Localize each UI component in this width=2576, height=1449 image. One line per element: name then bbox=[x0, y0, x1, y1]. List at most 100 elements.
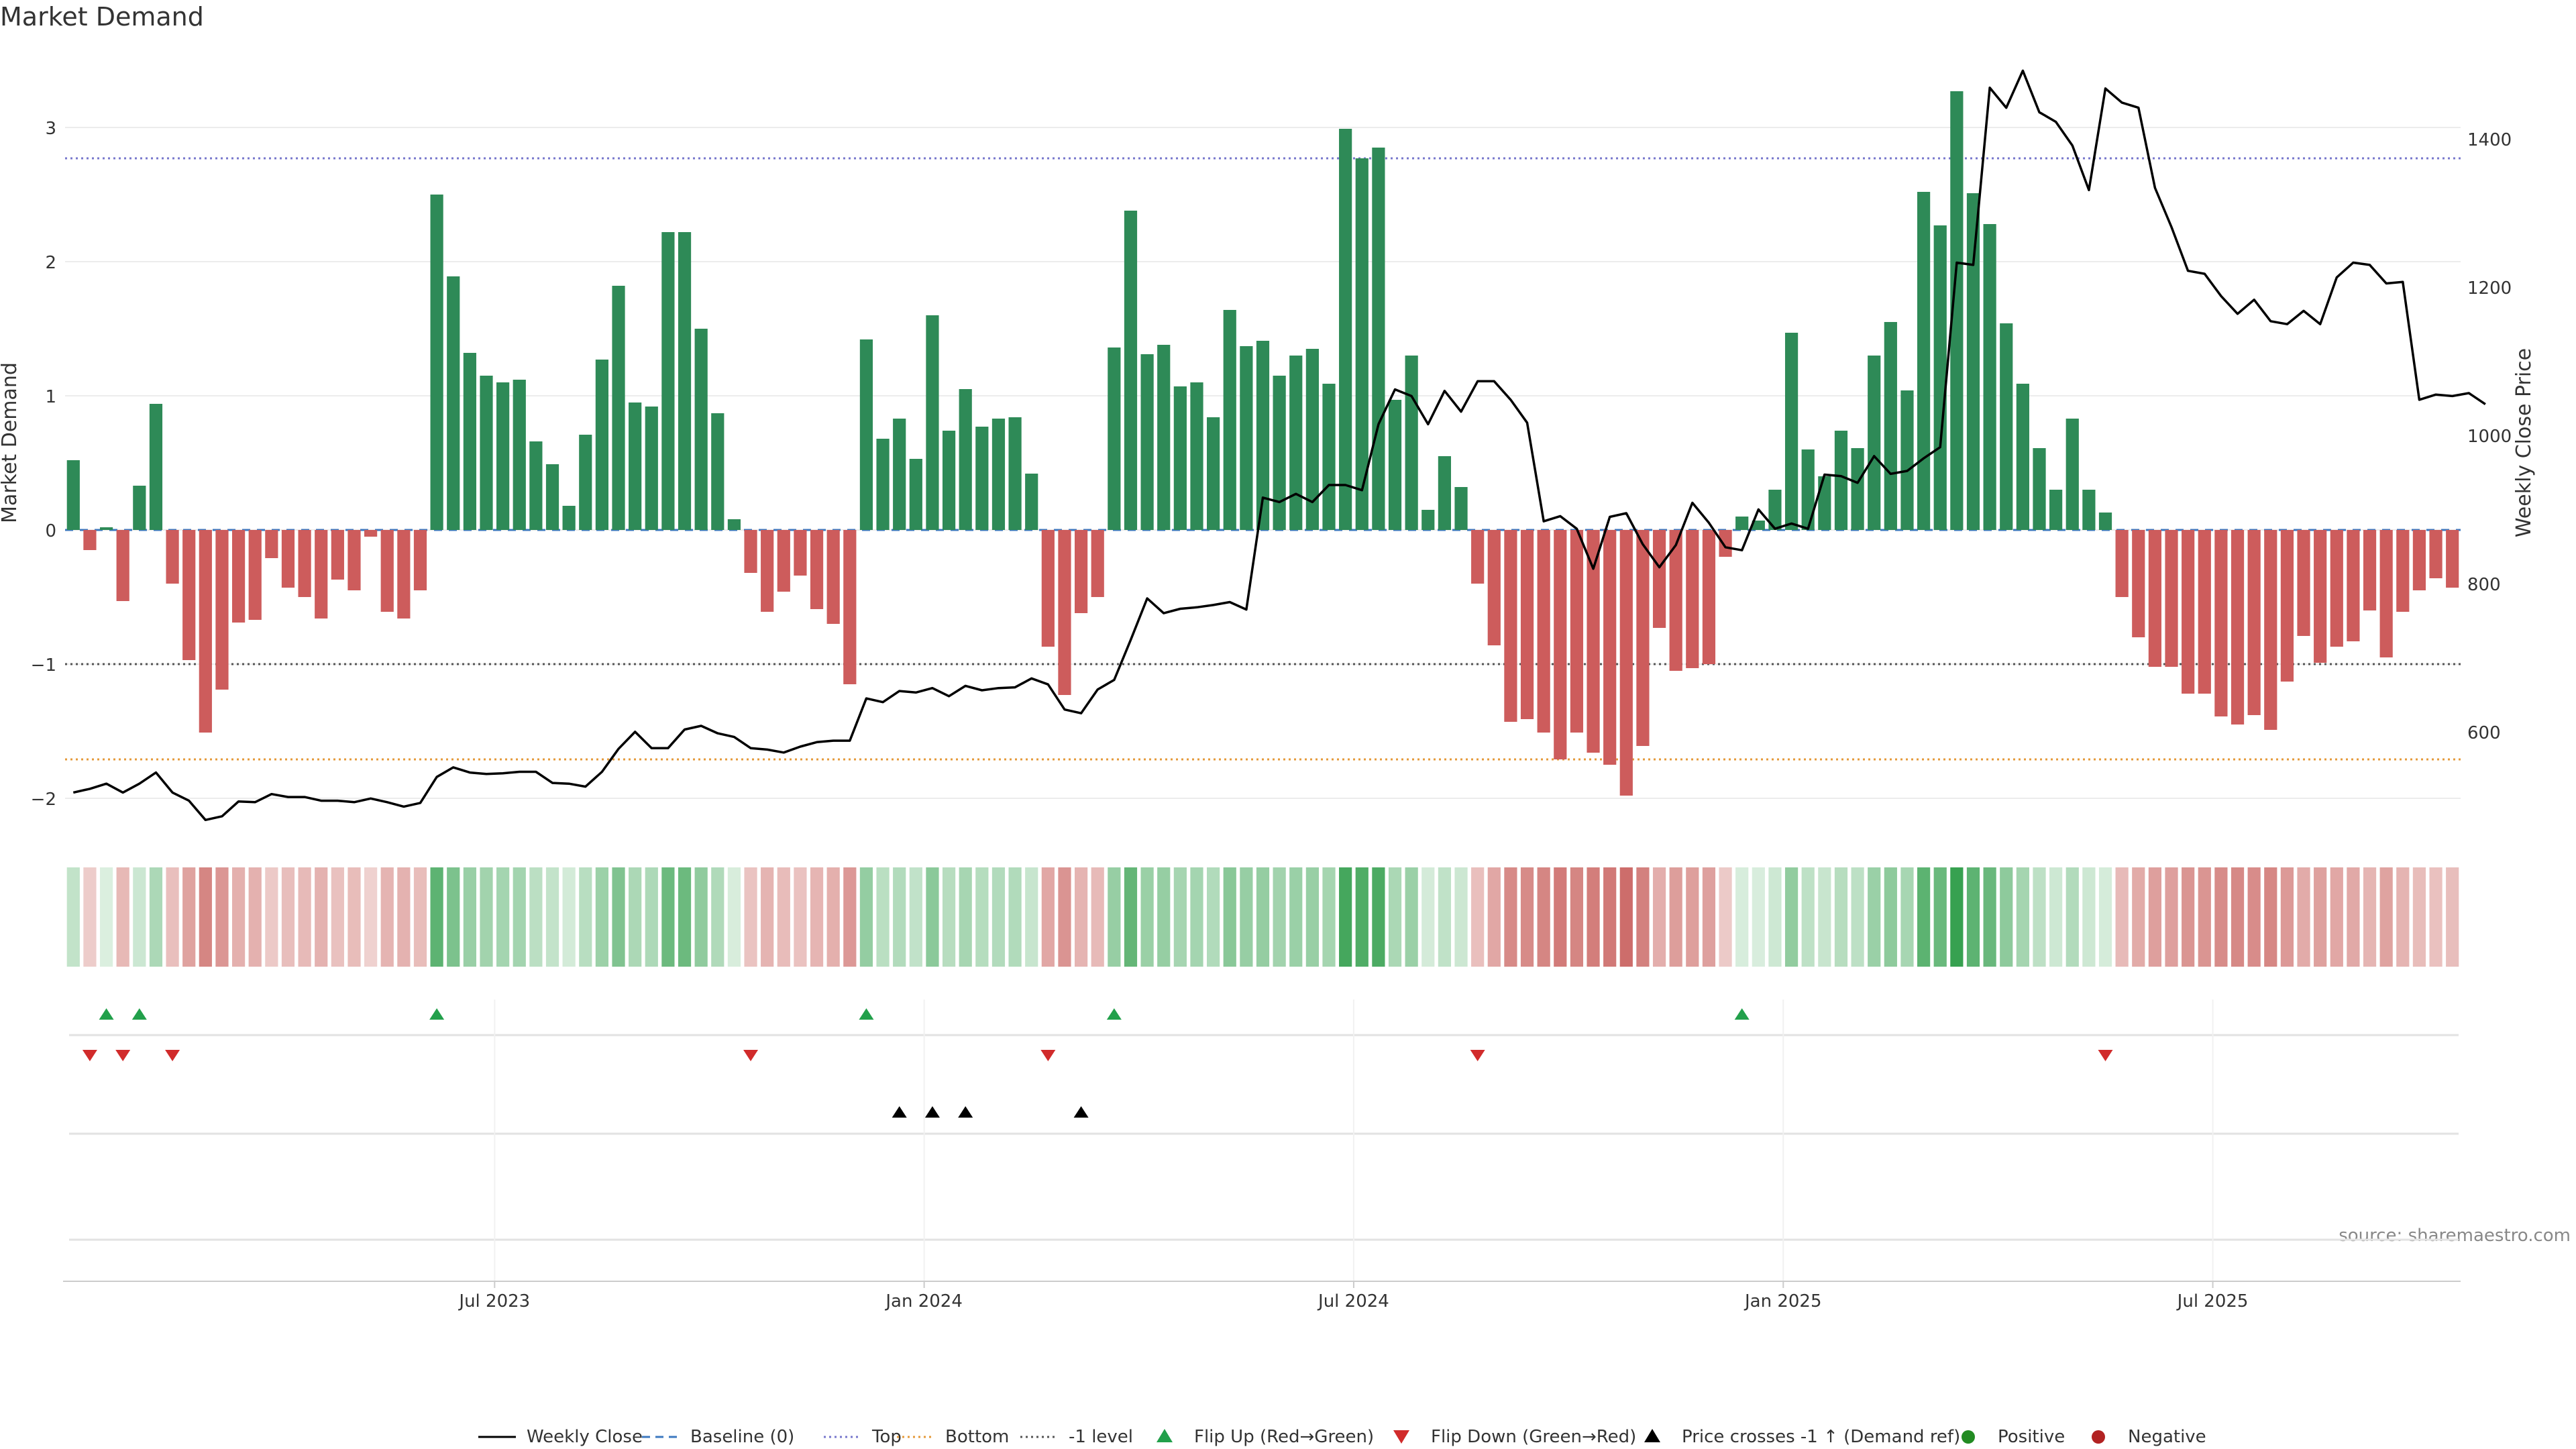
demand-bar bbox=[1372, 148, 1385, 530]
heat-cell bbox=[1388, 867, 1402, 967]
heat-cell bbox=[1074, 867, 1088, 967]
heat-cell bbox=[364, 867, 378, 967]
demand-bar bbox=[810, 530, 824, 609]
legend-label: Flip Up (Red→Green) bbox=[1194, 1427, 1374, 1447]
demand-bar bbox=[248, 530, 262, 620]
x-tick-label: Jan 2024 bbox=[884, 1291, 963, 1311]
demand-bar bbox=[1058, 530, 1071, 695]
heat-cell bbox=[2065, 867, 2079, 967]
demand-bar bbox=[794, 530, 807, 576]
demand-bar bbox=[1851, 448, 1864, 530]
demand-bar bbox=[2214, 530, 2228, 716]
heat-cell bbox=[1834, 867, 1848, 967]
heat-cell bbox=[199, 867, 212, 967]
demand-bar bbox=[545, 464, 559, 530]
heat-cell bbox=[1950, 867, 1964, 967]
heat-cell bbox=[1190, 867, 1203, 967]
heat-cell bbox=[1768, 867, 1782, 967]
demand-bar bbox=[2033, 448, 2046, 530]
demand-bar bbox=[231, 530, 246, 623]
heat-cell bbox=[413, 867, 427, 967]
signal-marker bbox=[1470, 1050, 1485, 1061]
heat-cell bbox=[2297, 867, 2310, 967]
demand-bar bbox=[1471, 530, 1485, 584]
weekly-close-line bbox=[72, 69, 2486, 822]
demand-bar bbox=[612, 286, 625, 530]
demand-bar bbox=[413, 530, 427, 590]
heat-cell bbox=[248, 867, 262, 967]
demand-bar bbox=[562, 506, 576, 530]
demand-bar bbox=[1537, 530, 1550, 733]
demand-bar bbox=[1438, 456, 1452, 530]
x-tick-label: Jul 2025 bbox=[2176, 1291, 2249, 1311]
demand-bar bbox=[1388, 400, 1402, 530]
demand-bar bbox=[347, 530, 361, 590]
heat-cell bbox=[1669, 867, 1682, 967]
demand-bar bbox=[2347, 530, 2360, 641]
heat-cell bbox=[315, 867, 328, 967]
heat-cell bbox=[2429, 867, 2443, 967]
heat-cell bbox=[265, 867, 278, 967]
demand-bar bbox=[2396, 530, 2410, 612]
heat-cell bbox=[1587, 867, 1600, 967]
legend-label: Weekly Close bbox=[527, 1427, 643, 1447]
legend-label: Price crosses -1 ↑ (Demand ref) bbox=[1682, 1427, 1960, 1447]
heat-cell bbox=[1752, 867, 1765, 967]
demand-bar bbox=[529, 441, 543, 530]
demand-bar bbox=[1008, 417, 1022, 530]
heat-cell bbox=[942, 867, 956, 967]
demand-bar bbox=[1768, 490, 1782, 530]
demand-bar bbox=[182, 530, 196, 660]
heat-cell bbox=[215, 867, 229, 967]
demand-bar bbox=[1173, 386, 1187, 530]
heat-cell bbox=[909, 867, 922, 967]
demand-bar bbox=[1256, 341, 1270, 530]
signal-marker bbox=[892, 1106, 907, 1118]
heat-cell bbox=[133, 867, 146, 967]
heat-cell bbox=[1240, 867, 1253, 967]
heat-cell bbox=[1504, 867, 1517, 967]
legend-label: Positive bbox=[1998, 1427, 2065, 1447]
demand-bar bbox=[430, 195, 443, 530]
heat-cell bbox=[1719, 867, 1732, 967]
legend-symbol bbox=[2092, 1430, 2105, 1444]
demand-bar bbox=[1917, 192, 1931, 530]
demand-bar bbox=[1108, 347, 1121, 530]
signal-marker bbox=[131, 1008, 147, 1020]
heat-cell bbox=[529, 867, 543, 967]
demand-bar bbox=[2182, 530, 2195, 694]
heat-cell bbox=[2363, 867, 2377, 967]
demand-bar bbox=[281, 530, 295, 588]
heat-cell bbox=[843, 867, 857, 967]
x-axis: Jul 2023 Jan 2024 Jul 2024 Jan 2025 Jul 2025 bbox=[63, 1281, 2461, 1311]
demand-heat-strip bbox=[66, 867, 2459, 967]
demand-bar bbox=[2314, 530, 2327, 663]
demand-bar bbox=[1454, 487, 1468, 530]
heat-cell bbox=[1421, 867, 1435, 967]
demand-bar bbox=[1884, 322, 1897, 530]
heat-cell bbox=[2347, 867, 2360, 967]
heat-cell bbox=[1933, 867, 1947, 967]
y-tick-label-left: 2 bbox=[45, 253, 56, 273]
demand-bar bbox=[959, 389, 972, 530]
demand-bar bbox=[2000, 323, 2013, 530]
demand-bar bbox=[2115, 530, 2129, 597]
demand-bar bbox=[1025, 474, 1038, 530]
demand-bar bbox=[447, 276, 460, 530]
demand-bar bbox=[761, 530, 774, 612]
demand-bar bbox=[1950, 91, 1964, 530]
heat-cell bbox=[1091, 867, 1104, 967]
demand-bar bbox=[1966, 193, 1980, 530]
heat-cell bbox=[1372, 867, 1385, 967]
heat-cell bbox=[2247, 867, 2261, 967]
demand-bar bbox=[2280, 530, 2294, 682]
demand-bar bbox=[380, 530, 394, 612]
demand-bar bbox=[1091, 530, 1104, 597]
demand-bar bbox=[2429, 530, 2443, 578]
demand-bar bbox=[1339, 129, 1352, 530]
heat-cell bbox=[347, 867, 361, 967]
heat-cell bbox=[1173, 867, 1187, 967]
demand-bar bbox=[1520, 530, 1534, 719]
heat-cell bbox=[975, 867, 989, 967]
heat-cell bbox=[1223, 867, 1236, 967]
